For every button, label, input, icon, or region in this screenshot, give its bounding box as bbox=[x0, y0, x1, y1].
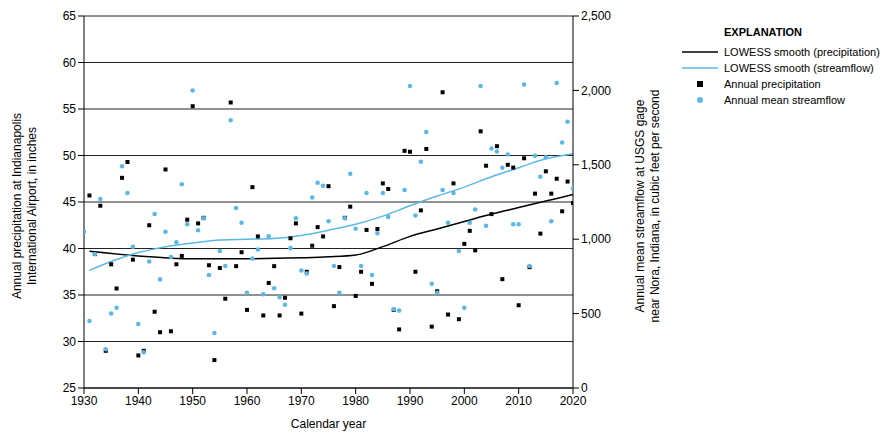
svg-text:1,000: 1,000 bbox=[581, 232, 611, 246]
svg-text:2,500: 2,500 bbox=[581, 9, 611, 23]
svg-text:Calendar year: Calendar year bbox=[291, 417, 366, 431]
html-text:International Airport, in inch: International Airport, in inches bbox=[25, 127, 39, 286]
svg-text:25: 25 bbox=[63, 381, 77, 395]
html-text:EXPLANATION: EXPLANATION bbox=[724, 26, 802, 38]
html-text:Annual mean streamflow: Annual mean streamflow bbox=[724, 94, 846, 106]
svg-text:0: 0 bbox=[581, 381, 588, 395]
svg-text:1980: 1980 bbox=[342, 394, 369, 408]
svg-text:55: 55 bbox=[63, 102, 77, 116]
svg-text:2,000: 2,000 bbox=[581, 84, 611, 98]
html-text:Annual precipitation: Annual precipitation bbox=[724, 78, 821, 90]
svg-text:500: 500 bbox=[581, 307, 601, 321]
svg-text:1970: 1970 bbox=[288, 394, 315, 408]
html-text:LOWESS smooth (precipitation): LOWESS smooth (precipitation) bbox=[724, 46, 880, 58]
svg-text:2020: 2020 bbox=[560, 394, 587, 408]
svg-text:65: 65 bbox=[63, 9, 77, 23]
svg-text:40: 40 bbox=[63, 242, 77, 256]
svg-text:1960: 1960 bbox=[234, 394, 261, 408]
svg-text:1930: 1930 bbox=[71, 394, 98, 408]
svg-text:1,500: 1,500 bbox=[581, 158, 611, 172]
svg-text:2000: 2000 bbox=[451, 394, 478, 408]
svg-text:35: 35 bbox=[63, 288, 77, 302]
svg-text:60: 60 bbox=[63, 56, 77, 70]
svg-text:30: 30 bbox=[63, 335, 77, 349]
svg-text:1950: 1950 bbox=[179, 394, 206, 408]
svg-text:1990: 1990 bbox=[397, 394, 424, 408]
html-text:LOWESS smooth (streamflow): LOWESS smooth (streamflow) bbox=[724, 62, 874, 74]
svg-text:2010: 2010 bbox=[505, 394, 532, 408]
svg-text:1940: 1940 bbox=[125, 394, 152, 408]
svg-text:50: 50 bbox=[63, 149, 77, 163]
svg-text:45: 45 bbox=[63, 195, 77, 209]
html-text:Annual mean streamflow at USGS: Annual mean streamflow at USGS gage bbox=[633, 99, 647, 313]
html-text:near Nora, Indiana, in cubic f: near Nora, Indiana, in cubic feet per se… bbox=[648, 89, 662, 323]
html-text:Annual precipitation at Indian: Annual precipitation at Indianapolis bbox=[10, 112, 24, 300]
